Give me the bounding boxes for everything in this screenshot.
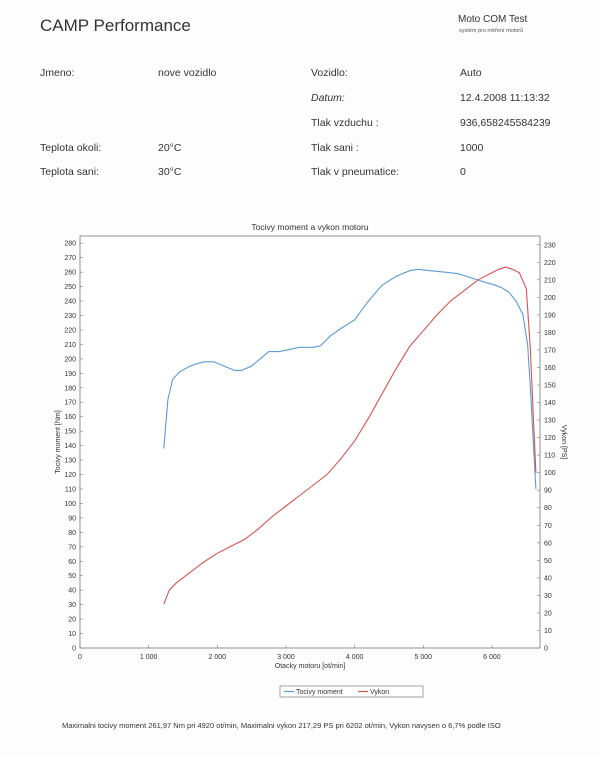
- tlak-pneumatice-label: Tlak v pneumatice:: [311, 166, 400, 178]
- y-tick-label: 30: [68, 602, 76, 609]
- y-tick-label: 220: [64, 327, 76, 334]
- y2-tick-label: 100: [544, 470, 556, 477]
- y-tick-label: 200: [64, 356, 76, 363]
- tlak-pneumatice-value: 0: [460, 166, 466, 178]
- y-tick-label: 130: [64, 458, 76, 465]
- y2-tick-label: 30: [544, 593, 552, 600]
- y2-tick-label: 180: [544, 330, 556, 337]
- chart-title: Tocivy moment a vykon motoru: [251, 222, 368, 232]
- y2-tick-label: 10: [544, 628, 552, 635]
- y-tick-label: 250: [64, 284, 76, 291]
- x-axis-label: Otacky motoru [ot/min]: [275, 663, 345, 670]
- plot-area: [79, 235, 541, 649]
- y-tick-label: 150: [64, 429, 76, 436]
- y-tick-label: 190: [64, 371, 76, 378]
- teplota-sani-label: Teplota sani:: [40, 166, 99, 178]
- y2-tick-label: 150: [544, 383, 556, 390]
- y-tick-label: 140: [64, 443, 76, 450]
- y2-tick-label: 140: [544, 400, 556, 407]
- tlak-sani-label: Tlak sani :: [311, 142, 359, 154]
- y-tick-label: 90: [68, 515, 76, 522]
- y-tick-label: 20: [68, 617, 76, 624]
- brand-title: CAMP Performance: [40, 16, 191, 35]
- y2-tick-label: 220: [544, 260, 556, 267]
- y2-axis-label: Vykon [PS]: [560, 425, 567, 459]
- datum-value: 12.4.2008 11:13:32: [460, 92, 550, 104]
- y-tick-label: 120: [64, 472, 76, 479]
- y2-tick-label: 230: [544, 242, 556, 249]
- y-tick-label: 280: [64, 241, 76, 248]
- y-axis-label: Tocivy moment [Nm]: [55, 410, 62, 473]
- y2-tick-label: 50: [544, 558, 552, 565]
- x-tick-label: 4 000: [346, 654, 364, 661]
- y-tick-label: 50: [68, 573, 76, 580]
- y-tick-label: 210: [64, 342, 76, 349]
- y-tick-label: 180: [64, 385, 76, 392]
- y2-tick-label: 80: [544, 505, 552, 512]
- teplota-okoli-label: Teplota okoli:: [40, 142, 102, 154]
- y-tick-label: 170: [64, 400, 76, 407]
- vozidlo-label: Vozidlo:: [311, 67, 348, 79]
- y-tick-label: 260: [64, 270, 76, 277]
- y2-tick-label: 20: [544, 610, 552, 617]
- y-tick-label: 230: [64, 313, 76, 320]
- tlak-vzduchu-label: Tlak vzduchu :: [311, 117, 379, 129]
- summary-text: Maximalni tocivy moment 261,97 Nm pri 49…: [62, 721, 501, 730]
- y2-tick-label: 60: [544, 540, 552, 547]
- teplota-okoli-value: 20°C: [158, 142, 182, 154]
- jmeno-value: nove vozidlo: [158, 67, 217, 79]
- y2-tick-label: 210: [544, 277, 556, 284]
- legend-label: Vykon: [370, 689, 389, 696]
- y-tick-label: 160: [64, 414, 76, 421]
- x-tick-label: 6 000: [483, 654, 501, 661]
- datum-label: Datum:: [311, 92, 345, 104]
- y2-tick-label: 200: [544, 295, 556, 302]
- tlak-vzduchu-value: 936,658245584239: [460, 117, 551, 129]
- y-tick-label: 40: [68, 588, 76, 595]
- y2-tick-label: 190: [544, 312, 556, 319]
- x-tick-label: 1 000: [140, 654, 158, 661]
- jmeno-label: Jmeno:: [40, 67, 75, 79]
- y-tick-label: 70: [68, 544, 76, 551]
- y2-tick-label: 40: [544, 575, 552, 582]
- x-tick-label: 3 000: [277, 654, 295, 661]
- series-line-vykon: [163, 266, 537, 605]
- y2-tick-label: 170: [544, 347, 556, 354]
- y-tick-label: 10: [68, 631, 76, 638]
- y-tick-label: 80: [68, 530, 76, 537]
- y-tick-label: 60: [68, 559, 76, 566]
- x-tick-label: 2 000: [209, 654, 227, 661]
- y-tick-label: 270: [64, 255, 76, 262]
- x-tick-label: 5 000: [415, 654, 433, 661]
- legend-label: Tocivy moment: [296, 689, 343, 696]
- x-tick-label: 0: [78, 654, 82, 661]
- y2-tick-label: 70: [544, 523, 552, 530]
- y-tick-label: 100: [64, 501, 76, 508]
- y2-tick-label: 160: [544, 365, 556, 372]
- y2-tick-label: 0: [544, 646, 548, 653]
- legend-box: [279, 685, 424, 698]
- y2-tick-label: 110: [544, 453, 555, 460]
- test-title: Moto COM Test: [458, 14, 528, 25]
- y2-tick-label: 90: [544, 488, 552, 495]
- y-tick-label: 0: [72, 646, 76, 653]
- series-line-tocivy-moment: [163, 268, 537, 490]
- test-subtitle: systém pro měření motorů: [459, 28, 524, 34]
- y-tick-label: 110: [65, 486, 76, 493]
- y-tick-label: 240: [64, 299, 76, 306]
- teplota-sani-value: 30°C: [158, 166, 182, 178]
- y2-tick-label: 130: [544, 418, 556, 425]
- vozidlo-value: Auto: [460, 67, 482, 79]
- tlak-sani-value: 1000: [460, 142, 484, 154]
- y2-tick-label: 120: [544, 435, 556, 442]
